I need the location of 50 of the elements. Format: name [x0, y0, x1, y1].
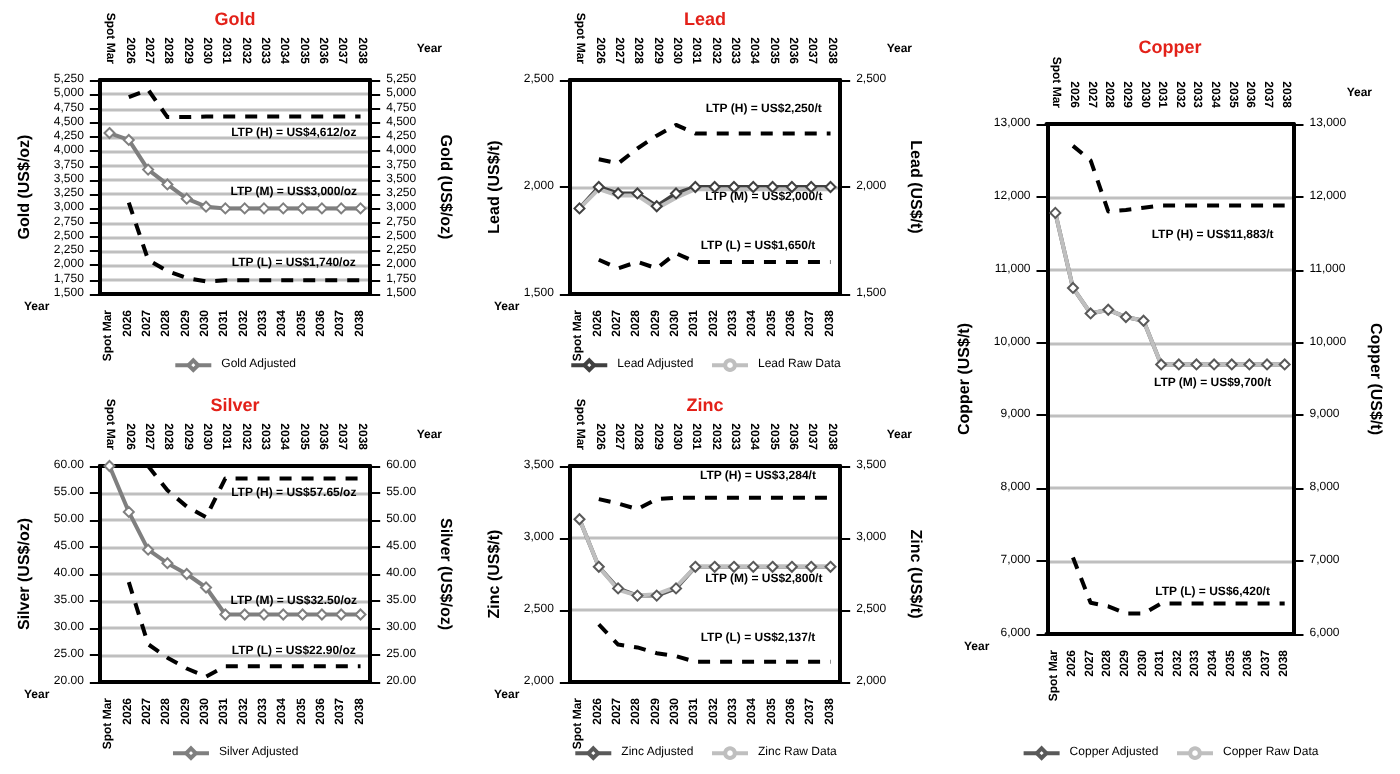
chart-title: Gold — [214, 9, 256, 29]
point — [573, 513, 586, 526]
line-series — [596, 622, 833, 664]
point — [1155, 358, 1168, 371]
point — [1261, 358, 1274, 371]
line-series — [1070, 143, 1287, 214]
point — [670, 582, 683, 595]
y-axis-title: Zinc (US$/t) — [485, 528, 503, 619]
point — [631, 589, 644, 602]
point — [1243, 358, 1256, 371]
line-series — [126, 87, 363, 120]
chart-title: Zinc — [686, 395, 724, 415]
line-series — [596, 251, 833, 271]
point — [592, 560, 605, 573]
point — [1084, 307, 1097, 320]
point — [1137, 314, 1150, 327]
point — [824, 560, 837, 573]
point — [612, 582, 625, 595]
y2-axis-title: Zinc (US$/t) — [907, 529, 925, 620]
chart-title: Silver — [210, 395, 261, 415]
y-axis-title: Copper (US$/t) — [955, 322, 973, 435]
point — [689, 560, 702, 573]
chart-title: Lead — [683, 9, 727, 29]
point — [747, 560, 760, 573]
point — [785, 560, 798, 573]
line-series — [1070, 555, 1287, 616]
point — [1172, 358, 1185, 371]
point — [1278, 358, 1291, 371]
point — [766, 560, 779, 573]
y-axis-title: Silver (US$/oz) — [15, 517, 33, 631]
point — [805, 560, 818, 573]
point — [1119, 311, 1132, 324]
y2-axis-title: Gold (US$/oz) — [437, 134, 455, 241]
point — [1102, 303, 1115, 316]
point — [1225, 358, 1238, 371]
y2-axis-title: Silver (US$/oz) — [437, 517, 455, 631]
y-axis-title: Gold (US$/oz) — [15, 133, 33, 240]
y2-axis-title: Copper (US$/t) — [1367, 323, 1385, 436]
point — [1066, 281, 1079, 294]
line-series — [596, 122, 833, 166]
point — [727, 560, 740, 573]
point — [1208, 358, 1221, 371]
line-series — [126, 200, 363, 284]
point — [1049, 206, 1062, 219]
y-axis-title: Lead (US$/t) — [485, 139, 503, 234]
point — [708, 560, 721, 573]
chart-title: Copper — [1138, 37, 1203, 57]
y2-axis-title: Lead (US$/t) — [907, 140, 925, 235]
point — [650, 589, 663, 602]
point — [1190, 358, 1203, 371]
